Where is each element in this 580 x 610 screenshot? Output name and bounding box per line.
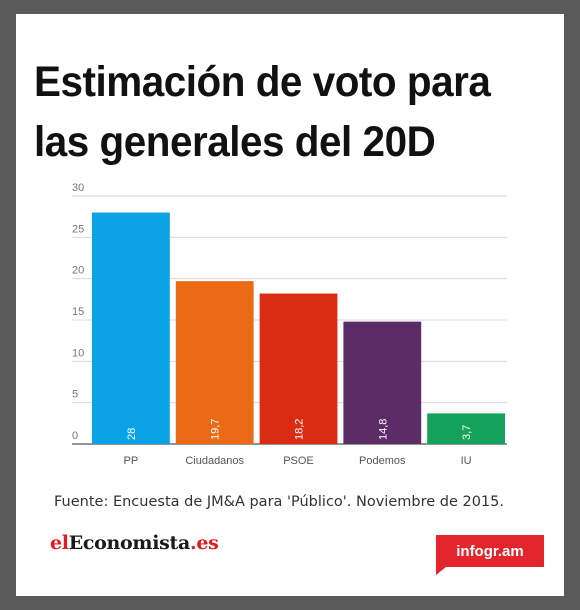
y-tick-label: 25 — [72, 223, 84, 235]
chart-title: Estimación de voto para las generales de… — [34, 58, 491, 166]
source-note: Fuente: Encuesta de JM&A para 'Público'.… — [54, 494, 504, 510]
bar — [343, 321, 422, 444]
x-tick-label: Podemos — [359, 455, 406, 467]
bar-value-label: 28 — [126, 428, 138, 440]
y-tick-label: 5 — [72, 389, 78, 401]
infogram-badge[interactable]: infogr.am — [436, 535, 544, 567]
bar-value-label: 18,2 — [294, 419, 306, 440]
bar — [259, 293, 338, 444]
infogram-badge-tail — [436, 567, 446, 575]
y-tick-label: 0 — [72, 430, 78, 442]
eleconomista-logo[interactable]: elEconomista.es — [50, 532, 219, 554]
logo-part-el: el — [50, 532, 69, 554]
bar-value-label: 19,7 — [210, 419, 222, 440]
x-tick-label: IU — [461, 455, 472, 467]
y-tick-label: 15 — [72, 306, 84, 318]
y-tick-label: 20 — [72, 265, 84, 277]
bar-value-label: 3,7 — [461, 425, 473, 440]
x-tick-label: Ciudadanos — [185, 455, 244, 467]
bar-value-label: 14,8 — [377, 419, 389, 440]
infogram-badge-label: infogr.am — [456, 542, 524, 560]
logo-part-economista: Economista — [68, 532, 191, 554]
y-tick-label: 10 — [72, 347, 84, 359]
y-tick-label: 30 — [72, 182, 84, 194]
logo-part-es: .es — [190, 532, 219, 554]
bar — [92, 212, 170, 444]
x-tick-label: PSOE — [283, 455, 314, 467]
x-tick-label: PP — [124, 455, 139, 467]
bar — [175, 281, 254, 444]
bar — [427, 413, 505, 444]
